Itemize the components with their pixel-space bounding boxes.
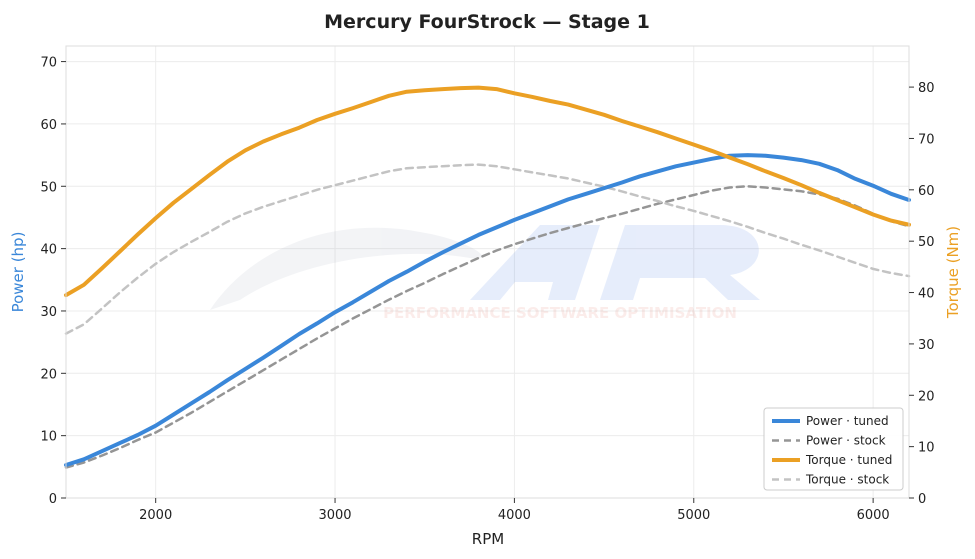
y-axis-right-title: Torque (Nm) xyxy=(944,226,962,319)
plot-frame xyxy=(65,45,910,499)
series-line-power-stock xyxy=(64,185,911,469)
y-right-tick-label: 80 xyxy=(918,81,935,96)
y-right-tick-label: 10 xyxy=(918,441,935,456)
y-left-tick-label: 60 xyxy=(40,118,57,133)
legend-label: Torque · stock xyxy=(805,473,889,487)
x-tick-label: 6000 xyxy=(857,508,890,523)
watermark-letter-a xyxy=(470,225,600,300)
legend: Power · tuned Power · stock Torque · tuned… xyxy=(763,407,904,491)
legend-box xyxy=(763,407,904,491)
y-left-tick-label: 0 xyxy=(49,492,57,507)
y-right-tick-label: 40 xyxy=(918,287,935,302)
y-right-tick-label: 60 xyxy=(918,184,935,199)
legend-label: Power · stock xyxy=(806,434,886,448)
x-tick-label: 3000 xyxy=(318,508,351,523)
y-left-tick-label: 70 xyxy=(40,56,57,71)
x-tick-label: 5000 xyxy=(677,508,710,523)
watermark-text: PERFORMANCE SOFTWARE OPTIMISATION xyxy=(383,304,737,322)
y-right-tick-label: 20 xyxy=(918,389,935,404)
series-line-torque-tuned xyxy=(64,85,911,298)
legend-label: Torque · tuned xyxy=(805,453,892,467)
series-line-power-tuned xyxy=(64,153,911,467)
x-tick-label: 4000 xyxy=(498,508,531,523)
y-right-tick-label: 30 xyxy=(918,338,935,353)
x-tick-label: 2000 xyxy=(139,508,172,523)
x-axis-title: RPM xyxy=(472,530,504,548)
y-right-tick-label: 70 xyxy=(918,132,935,147)
watermark-swoosh xyxy=(210,227,482,310)
y-left-tick-label: 50 xyxy=(40,180,57,195)
y-right-tick-label: 0 xyxy=(918,492,926,507)
y-left-tick-label: 10 xyxy=(40,430,57,445)
y-right-tick-label: 50 xyxy=(918,235,935,250)
legend-label: Power · tuned xyxy=(806,414,889,428)
watermark-letter-r xyxy=(600,225,760,300)
chart-title: Mercury FourStrock — Stage 1 xyxy=(324,11,650,33)
axis-ticks: 2000 3000 4000 5000 6000 0 10 20 30 40 50 60 70 0 10 20… xyxy=(40,56,934,523)
series-lines xyxy=(64,85,911,469)
series-line-torque-stock xyxy=(64,163,911,335)
watermark: PERFORMANCE SOFTWARE OPTIMISATION xyxy=(210,225,760,322)
y-left-tick-label: 30 xyxy=(40,305,57,320)
y-axis-left-title: Power (hp) xyxy=(9,232,27,313)
y-left-tick-label: 40 xyxy=(40,243,57,258)
y-left-tick-label: 20 xyxy=(40,367,57,382)
